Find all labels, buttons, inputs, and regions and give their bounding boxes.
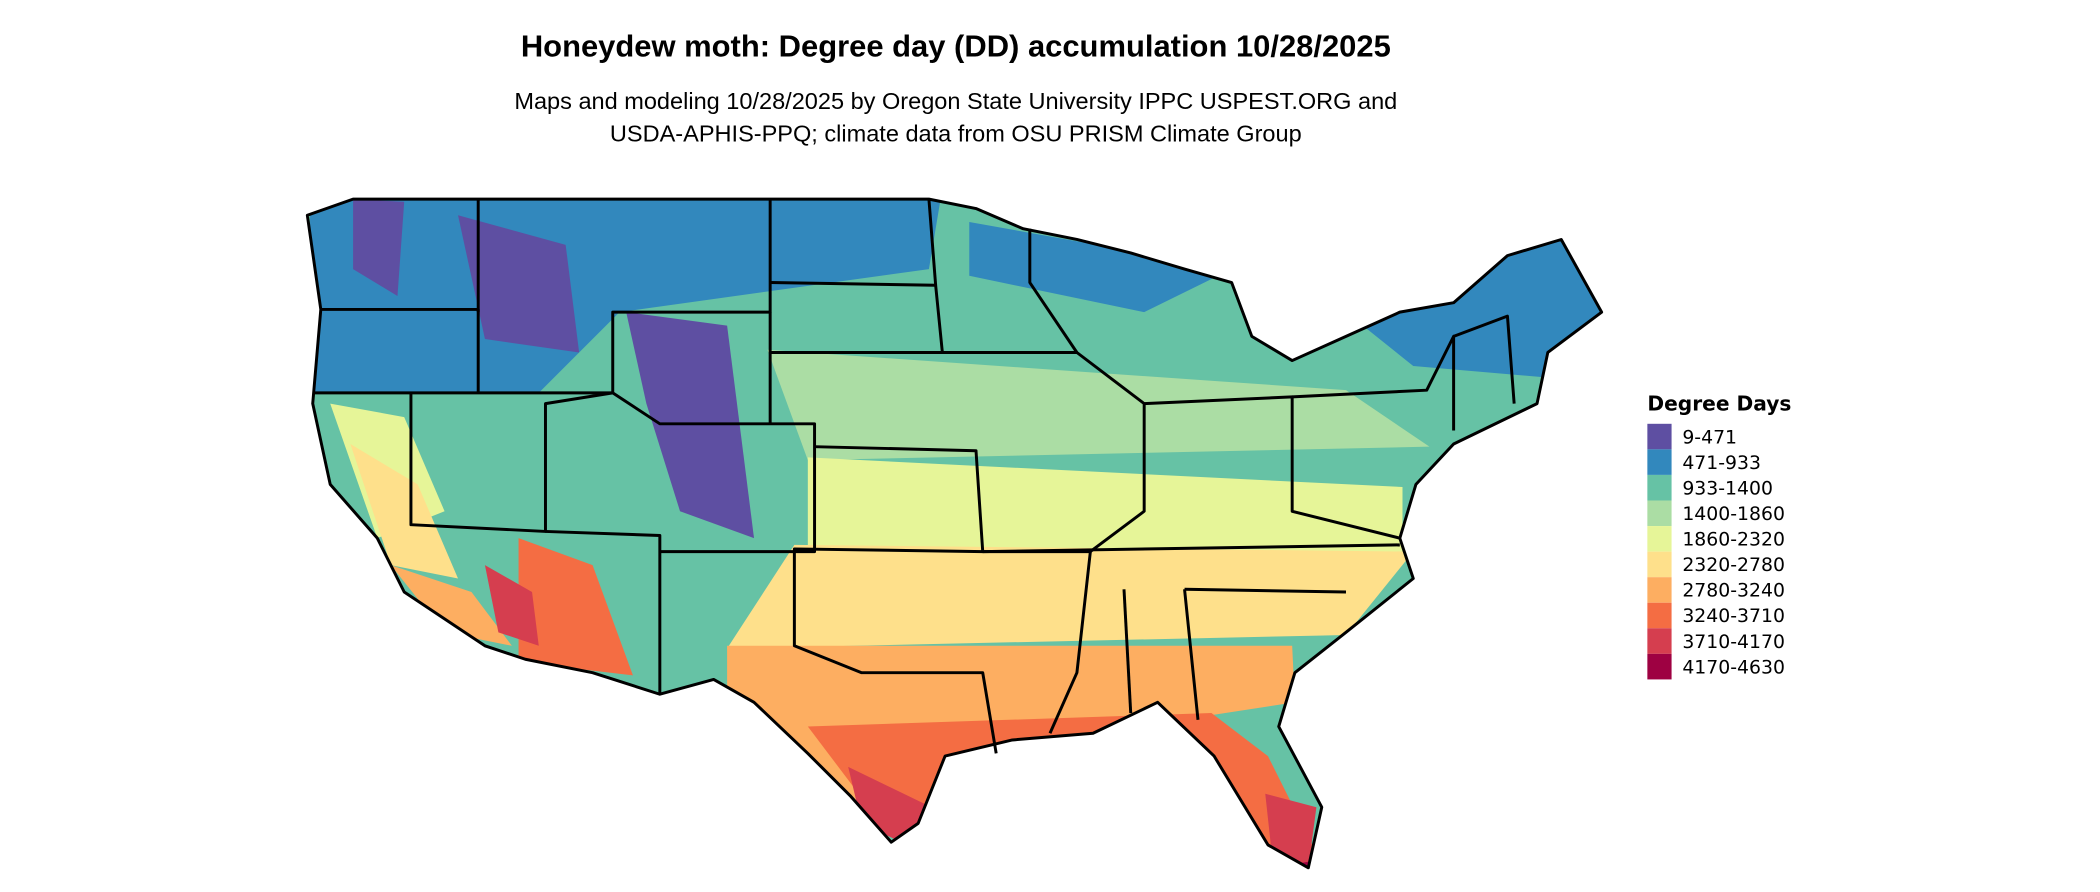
legend-label: 4170-4630 <box>1682 657 1785 678</box>
legend-label: 2780-3240 <box>1682 581 1785 602</box>
legend-swatch <box>1647 628 1672 654</box>
legend-title: Degree Days <box>1647 391 1791 415</box>
legend-swatch <box>1647 526 1672 552</box>
legend: Degree Days 9-471 471-933 933-1400 1400-186… <box>1647 391 1791 680</box>
state-boundaries <box>305 197 1604 870</box>
legend-swatch <box>1647 423 1672 450</box>
legend-swatch <box>1647 653 1672 680</box>
legend-swatch <box>1647 602 1672 629</box>
us-degree-day-raster <box>307 199 1602 868</box>
map-subtitle-line-1: Maps and modeling 10/28/2025 by Oregon S… <box>514 88 1397 114</box>
map-title: Honeydew moth: Degree day (DD) accumulat… <box>521 29 1391 64</box>
legend-label: 1400-1860 <box>1682 504 1785 525</box>
legend-label: 3710-4170 <box>1682 632 1785 653</box>
legend-swatch <box>1647 577 1672 603</box>
legend-label: 9-471 <box>1682 427 1737 448</box>
legend-label: 2320-2780 <box>1682 555 1785 576</box>
legend-swatch <box>1647 474 1672 501</box>
legend-label: 3240-3710 <box>1682 606 1785 627</box>
legend-label: 1860-2320 <box>1682 530 1785 551</box>
map-subtitle-line-2: USDA-APHIS-PPQ; climate data from OSU PR… <box>610 120 1302 146</box>
legend-swatch <box>1647 449 1672 475</box>
legend-label: 471-933 <box>1682 453 1761 474</box>
legend-swatch <box>1647 551 1672 578</box>
legend-label: 933-1400 <box>1682 478 1773 499</box>
legend-swatch <box>1647 500 1672 527</box>
